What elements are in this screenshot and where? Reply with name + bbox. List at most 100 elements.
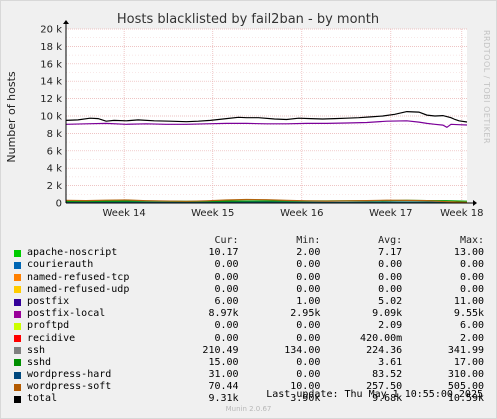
legend-cur: 210.49 (202, 344, 239, 356)
legend-name: wordpress-soft (27, 381, 112, 393)
legend-min: 0.00 (296, 283, 321, 295)
legend-swatch (14, 274, 21, 282)
last-update: Last update: Thu May 1 10:55:00 2025 (266, 389, 483, 400)
x-axis-arrow (473, 200, 477, 206)
legend-row-apache-noscript: apache-noscript 10.17 2.00 7.17 13.00 (14, 247, 484, 259)
series-line-wordpress-soft (65, 198, 468, 203)
legend-min: 10.00 (290, 381, 321, 393)
grid (66, 28, 467, 204)
header-cur: Cur: (214, 235, 239, 246)
legend-swatch (14, 310, 21, 318)
legend-cur: 31.00 (208, 369, 239, 381)
legend-swatch (14, 322, 21, 330)
legend-cur: 70.44 (208, 381, 239, 393)
header-min: Min: (296, 235, 321, 246)
legend-row-total: total 9.31k 3.90k 9.68k 10.59k (14, 393, 484, 405)
legend-row-courierauth: courierauth 0.00 0.00 0.00 0.00 (14, 259, 484, 271)
legend-min: 2.00 (296, 247, 321, 259)
legend-name: ssh (27, 344, 46, 356)
legend-name: named-refused-tcp (27, 271, 130, 283)
legend-avg: 257.50 (366, 381, 403, 393)
legend-row-postfix: postfix 6.00 1.00 5.02 11.00 (14, 296, 484, 308)
legend-swatch (14, 396, 21, 404)
y-tick-label: 6 k (47, 146, 63, 157)
legend-cur: 0.00 (214, 283, 239, 295)
legend-row-wordpress-soft: wordpress-soft 70.44 10.00 257.50 505.00 (14, 381, 484, 393)
munin-version: Munin 2.0.67 (225, 405, 272, 413)
legend-avg: 420.00m (360, 332, 403, 344)
legend-swatch (14, 383, 21, 391)
axes: 0 2 k 4 k 6 k 8 k 10 k 12 k 14 k 16 k 18 k 20 k Wee… (40, 20, 483, 219)
legend-cur: 0.00 (214, 332, 239, 344)
legend-swatch (14, 359, 21, 367)
series-line-wordpress-hard (65, 201, 468, 204)
legend-row-ssh: ssh 210.49 134.00 224.36 341.99 (14, 345, 484, 357)
y-tick-label: 20 k (40, 25, 62, 36)
legend-swatch (14, 335, 21, 343)
legend-max: 341.99 (447, 344, 485, 356)
legend-row-proftpd: proftpd 0.00 0.00 2.09 6.00 (14, 320, 484, 332)
legend-name: named-refused-udp (27, 283, 130, 295)
legend-header: Cur: Min: Avg: Max: (14, 235, 484, 247)
chart-title: Hosts blacklisted by fail2ban - by month (117, 12, 379, 27)
legend-max: 11.00 (453, 295, 485, 307)
legend-name: postfix-local (27, 308, 106, 320)
legend-cur: 0.00 (214, 320, 239, 332)
legend-min: 3.90k (290, 393, 321, 405)
legend-swatch (14, 371, 21, 379)
legend-row-named-refused-udp: named-refused-udp 0.00 0.00 0.00 0.00 (14, 284, 484, 296)
legend-swatch (14, 261, 21, 269)
y-axis-arrow (63, 20, 69, 24)
legend-cur: 15.00 (208, 356, 239, 368)
legend-cur: 8.97k (208, 308, 239, 320)
legend-avg: 7.17 (378, 247, 403, 259)
legend-cur: 0.00 (214, 271, 239, 283)
legend-min: 0.00 (296, 356, 321, 368)
legend-avg: 224.36 (366, 344, 403, 356)
legend-max: 0.00 (459, 271, 485, 283)
header-max: Max: (459, 235, 485, 246)
legend-max: 0.00 (459, 283, 485, 295)
legend-name: wordpress-hard (27, 369, 112, 381)
legend-min: 1.00 (296, 295, 321, 307)
y-tick-label: 2 k (47, 181, 63, 192)
y-tick-label: 18 k (40, 42, 62, 53)
y-axis-label: Number of hosts (5, 71, 18, 163)
y-tick-label: 14 k (40, 77, 62, 88)
legend-swatch (14, 347, 21, 355)
series-line-postfix-local (65, 120, 468, 129)
legend-swatch (14, 286, 21, 294)
legend-row-recidive: recidive 0.00 0.00 420.00m 2.00 (14, 333, 484, 345)
legend-name: total (27, 393, 58, 405)
legend-max: 6.00 (459, 320, 485, 332)
legend-avg: 2.09 (378, 320, 403, 332)
legend-min: 2.95k (290, 308, 321, 320)
legend-avg: 0.00 (378, 259, 403, 271)
header-avg: Avg: (378, 235, 403, 246)
legend-min: 134.00 (284, 344, 321, 356)
x-tick-label: Week 14 (102, 208, 145, 219)
legend-rows: apache-noscript 10.17 2.00 7.17 13.00 courier… (14, 247, 484, 405)
rrdtool-watermark: RRDTOOL / TOBI OETIKER (482, 30, 491, 144)
y-tick-label: 8 k (47, 129, 63, 140)
legend-name: recidive (27, 332, 76, 344)
legend-min: 0.00 (296, 332, 321, 344)
legend-avg: 9.09k (372, 308, 403, 320)
y-tick-label: 0 (56, 199, 62, 210)
legend-avg: 0.00 (378, 271, 403, 283)
x-tick-label: Week 18 (440, 208, 483, 219)
legend-max: 0.00 (459, 259, 485, 271)
legend-row-named-refused-tcp: named-refused-tcp 0.00 0.00 0.00 0.00 (14, 272, 484, 284)
legend-avg: 3.61 (378, 356, 403, 368)
legend-swatch (14, 249, 21, 257)
legend-max: 2.00 (459, 332, 485, 344)
legend-cur: 0.00 (214, 259, 239, 271)
y-tick-label: 16 k (40, 59, 62, 70)
y-tick-label: 4 k (47, 164, 63, 175)
legend-name: apache-noscript (27, 247, 118, 259)
legend-max: 9.55k (453, 308, 485, 320)
legend-avg: 83.52 (372, 369, 403, 381)
x-tick-label: Week 15 (191, 208, 234, 219)
legend-row-sshd: sshd 15.00 0.00 3.61 17.00 (14, 357, 484, 369)
legend-max: 17.00 (453, 356, 485, 368)
